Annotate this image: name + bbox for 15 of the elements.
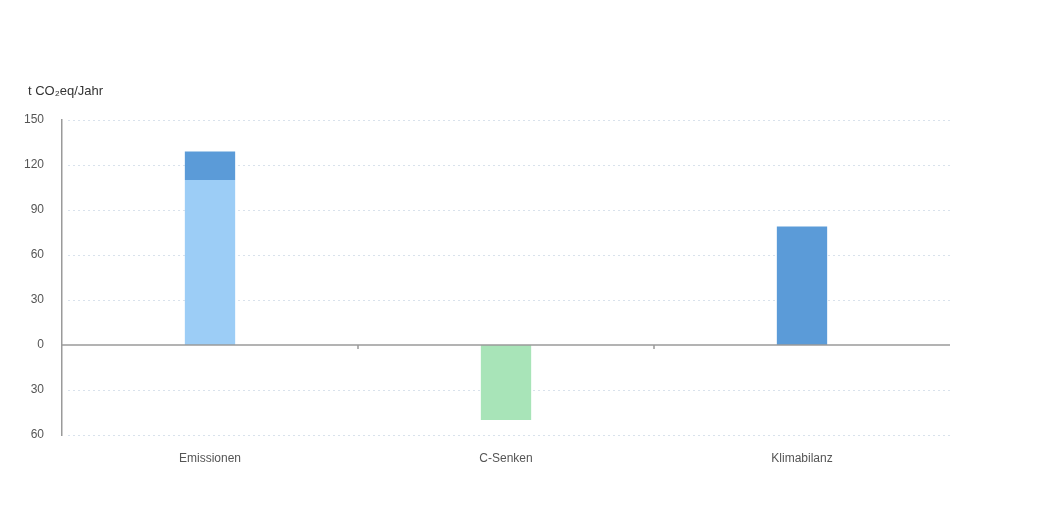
y-tick-label: 0 [37, 337, 45, 352]
x-tick-label: Klimabilanz [771, 450, 833, 465]
y-tick-label: 120 [23, 157, 45, 172]
y-tick-label: 60 [30, 427, 45, 442]
y-tick-label: 30 [30, 292, 45, 307]
y-tick-label: 60 [30, 247, 45, 262]
bar [184, 151, 236, 180]
x-tick-label: Emissionen [178, 450, 242, 465]
bar [184, 180, 236, 345]
y-axis-title: t CO₂eq/Jahr [28, 82, 104, 98]
bar [480, 345, 532, 420]
y-tick-label: 150 [23, 112, 45, 127]
y-tick-label: 90 [30, 202, 45, 217]
y-tick-label: 30 [30, 382, 45, 397]
x-tick-label: C-Senken [479, 450, 533, 465]
